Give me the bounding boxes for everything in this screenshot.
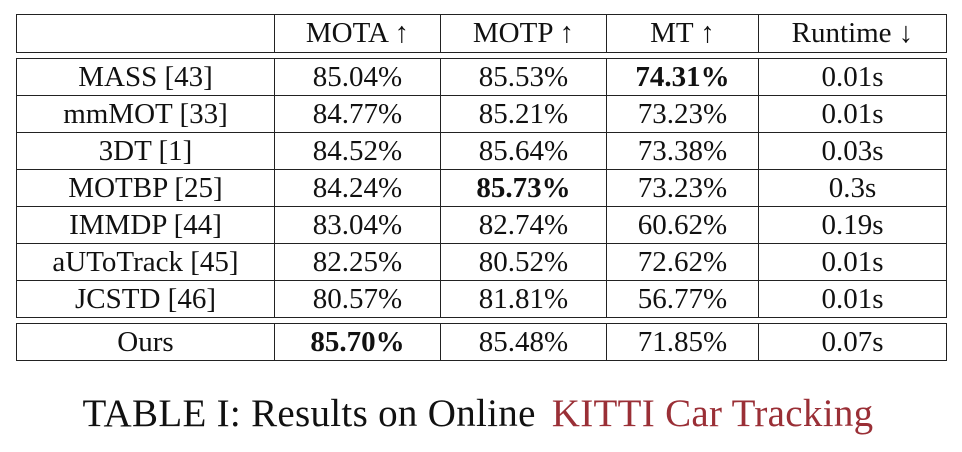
- mt-cell: 74.31%: [606, 58, 759, 96]
- motp-cell: 80.52%: [440, 243, 607, 281]
- runtime-cell: 0.07s: [758, 323, 947, 361]
- motp-cell: 85.48%: [440, 323, 607, 361]
- table-row: mmMOT [33] 84.77% 85.21% 73.23% 0.01s: [16, 95, 947, 133]
- table-row: aUToTrack [45] 82.25% 80.52% 72.62% 0.01…: [16, 243, 947, 281]
- runtime-cell: 0.03s: [758, 132, 947, 170]
- motp-cell: 85.64%: [440, 132, 607, 170]
- table-row: 3DT [1] 84.52% 85.64% 73.38% 0.03s: [16, 132, 947, 170]
- runtime-cell: 0.3s: [758, 169, 947, 207]
- mota-cell: 85.70%: [274, 323, 441, 361]
- motp-cell: 82.74%: [440, 206, 607, 244]
- mt-cell: 56.77%: [606, 280, 759, 318]
- method-cell: MASS [43]: [16, 58, 275, 96]
- method-cell: Ours: [16, 323, 275, 361]
- mt-cell: 73.23%: [606, 169, 759, 207]
- runtime-cell: 0.01s: [758, 95, 947, 133]
- table-caption: TABLE I: Results on Online KITTI Car Tra…: [0, 388, 962, 440]
- mota-cell: 84.52%: [274, 132, 441, 170]
- header-runtime: Runtime ↓: [758, 14, 947, 53]
- mt-cell: 60.62%: [606, 206, 759, 244]
- caption-highlight: KITTI Car Tracking: [546, 392, 880, 435]
- header-method: [16, 14, 275, 53]
- mt-cell: 72.62%: [606, 243, 759, 281]
- mt-cell: 73.23%: [606, 95, 759, 133]
- method-cell: IMMDP [44]: [16, 206, 275, 244]
- header-mt: MT ↑: [606, 14, 759, 53]
- mt-cell: 71.85%: [606, 323, 759, 361]
- table-row: MOTBP [25] 84.24% 85.73% 73.23% 0.3s: [16, 169, 947, 207]
- method-cell: mmMOT [33]: [16, 95, 275, 133]
- runtime-cell: 0.19s: [758, 206, 947, 244]
- header-row: MOTA ↑ MOTP ↑ MT ↑ Runtime ↓: [16, 14, 947, 53]
- mota-cell: 84.24%: [274, 169, 441, 207]
- mota-cell: 83.04%: [274, 206, 441, 244]
- runtime-cell: 0.01s: [758, 280, 947, 318]
- results-table-container: MOTA ↑ MOTP ↑ MT ↑ Runtime ↓ MASS [43] 8…: [16, 14, 947, 361]
- table-row: MASS [43] 85.04% 85.53% 74.31% 0.01s: [16, 58, 947, 96]
- method-cell: 3DT [1]: [16, 132, 275, 170]
- runtime-cell: 0.01s: [758, 243, 947, 281]
- header-mota: MOTA ↑: [274, 14, 441, 53]
- motp-cell: 81.81%: [440, 280, 607, 318]
- motp-cell: 85.73%: [440, 169, 607, 207]
- method-cell: aUToTrack [45]: [16, 243, 275, 281]
- mt-cell: 73.38%: [606, 132, 759, 170]
- table-row: JCSTD [46] 80.57% 81.81% 56.77% 0.01s: [16, 280, 947, 318]
- mota-cell: 82.25%: [274, 243, 441, 281]
- method-cell: JCSTD [46]: [16, 280, 275, 318]
- mota-cell: 85.04%: [274, 58, 441, 96]
- results-table: MOTA ↑ MOTP ↑ MT ↑ Runtime ↓ MASS [43] 8…: [16, 14, 947, 361]
- method-cell: MOTBP [25]: [16, 169, 275, 207]
- motp-cell: 85.53%: [440, 58, 607, 96]
- motp-cell: 85.21%: [440, 95, 607, 133]
- mota-cell: 84.77%: [274, 95, 441, 133]
- runtime-cell: 0.01s: [758, 58, 947, 96]
- header-motp: MOTP ↑: [440, 14, 607, 53]
- table-row: IMMDP [44] 83.04% 82.74% 60.62% 0.19s: [16, 206, 947, 244]
- ours-row: Ours 85.70% 85.48% 71.85% 0.07s: [16, 323, 947, 361]
- mota-cell: 80.57%: [274, 280, 441, 318]
- caption-prefix: TABLE I: Results on Online: [82, 392, 546, 435]
